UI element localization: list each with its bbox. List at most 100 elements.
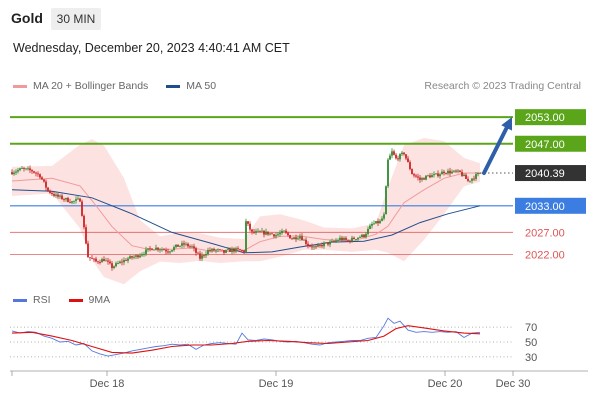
candle-body xyxy=(327,242,329,245)
candle-body xyxy=(173,247,175,251)
candle-body xyxy=(363,234,365,237)
candle-body xyxy=(409,162,411,170)
candle-body xyxy=(479,172,481,174)
candle-body xyxy=(11,172,13,175)
candle-body xyxy=(57,194,59,197)
candle-body xyxy=(253,231,255,233)
candle-body xyxy=(283,230,285,232)
candle-body xyxy=(145,249,147,255)
candle-body xyxy=(289,235,291,239)
candle-body xyxy=(251,229,253,232)
legend-rsi-label: RSI xyxy=(33,294,51,306)
candle-body xyxy=(141,254,143,256)
candle-body xyxy=(185,243,187,245)
candle-body xyxy=(277,234,279,236)
candle-body xyxy=(255,231,257,233)
candle-body xyxy=(335,240,337,242)
candle-body xyxy=(147,248,149,250)
candle-body xyxy=(163,249,165,251)
candle-body xyxy=(45,181,47,188)
candle-body xyxy=(321,245,323,247)
candle-body xyxy=(117,263,119,264)
candle-body xyxy=(231,248,233,252)
support-label-2022.00: 2022.00 xyxy=(525,250,565,262)
interval-badge[interactable]: 30 MIN xyxy=(51,8,101,30)
candle-body xyxy=(433,174,435,176)
candle-body xyxy=(171,250,173,252)
support-label-2027.00: 2027.00 xyxy=(525,227,565,239)
candle-body xyxy=(211,248,213,251)
candle-body xyxy=(309,245,311,247)
candle-body xyxy=(53,194,55,196)
candles-layer xyxy=(11,148,481,271)
candle-body xyxy=(205,254,207,256)
candle-body xyxy=(371,223,373,226)
candle-body xyxy=(49,190,51,193)
rsi-series-rsi xyxy=(11,317,481,357)
candle-body xyxy=(199,253,201,259)
candle-body xyxy=(367,228,369,234)
candle-body xyxy=(353,237,355,240)
candle-body xyxy=(413,174,415,176)
time-tick-label: Dec 30 xyxy=(496,378,531,390)
candle-body xyxy=(397,158,399,160)
candle-body xyxy=(449,170,451,174)
legend-swatch-rsi xyxy=(13,298,27,302)
target-label-box-2047.00 xyxy=(515,135,586,152)
candle-body xyxy=(165,250,167,252)
candle-body xyxy=(465,174,467,179)
candle-body xyxy=(425,175,427,180)
candle-body xyxy=(281,230,283,234)
candle-body xyxy=(323,242,325,247)
candle-body xyxy=(111,263,113,268)
candle-body xyxy=(265,231,267,235)
candle-body xyxy=(183,243,185,245)
chart-datetime: Wednesday, December 20, 2023 4:40:41 AM … xyxy=(13,41,290,55)
last-price-label: 2040.39 xyxy=(525,168,565,180)
candle-body xyxy=(237,248,239,250)
candle-body xyxy=(293,237,295,240)
candle-body xyxy=(121,261,123,263)
candle-body xyxy=(257,230,259,232)
candle-body xyxy=(243,250,245,252)
candle-body xyxy=(35,172,37,174)
candle-body xyxy=(455,170,457,172)
candle-body xyxy=(143,254,145,255)
candle-body xyxy=(393,151,395,155)
candle-body xyxy=(31,170,33,172)
candle-body xyxy=(19,168,21,171)
candle-body xyxy=(325,242,327,244)
candle-body xyxy=(215,249,217,251)
candle-body xyxy=(469,180,471,182)
candle-body xyxy=(411,169,413,175)
rsi-series-9ma xyxy=(11,325,481,354)
candle-body xyxy=(85,227,87,244)
candle-body xyxy=(291,238,293,240)
moving-averages-layer xyxy=(11,172,481,254)
candle-body xyxy=(101,259,103,263)
candle-body xyxy=(351,237,353,242)
candle-body xyxy=(245,221,247,252)
candle-body xyxy=(457,170,459,172)
candle-body xyxy=(441,171,443,175)
candle-body xyxy=(427,175,429,177)
candle-body xyxy=(445,173,447,175)
candle-body xyxy=(361,234,363,237)
candle-body xyxy=(227,249,229,251)
candle-body xyxy=(21,168,23,169)
legend-ma50-label: MA 50 xyxy=(186,80,217,92)
candle-body xyxy=(217,249,219,251)
candle-body xyxy=(395,154,397,159)
candle-body xyxy=(149,248,151,250)
rsi-tick-30: 30 xyxy=(525,352,537,364)
forecast-arrow-shaft xyxy=(482,125,509,175)
candle-body xyxy=(75,199,77,201)
candle-body xyxy=(285,230,287,233)
legend-rsi: RSI xyxy=(13,294,51,306)
instrument-title: Gold xyxy=(11,10,43,26)
candle-body xyxy=(169,251,171,253)
candle-body xyxy=(107,260,109,262)
candle-body xyxy=(339,237,341,241)
candle-body xyxy=(207,250,209,255)
candle-body xyxy=(119,261,121,264)
